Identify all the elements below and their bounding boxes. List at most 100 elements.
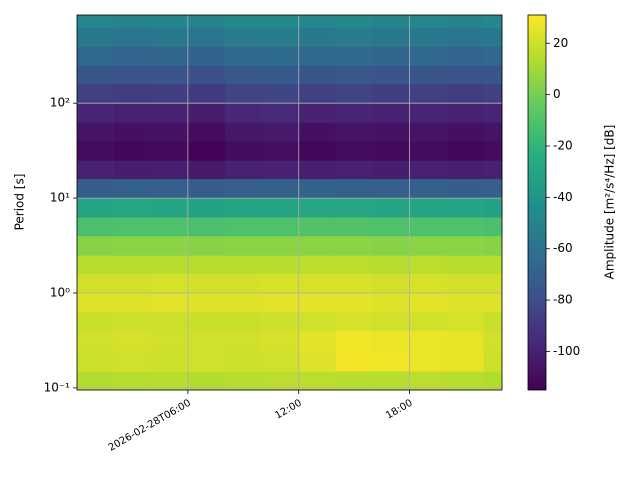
- heatmap-cell: [446, 122, 484, 142]
- heatmap-cell: [483, 292, 503, 313]
- heatmap-cell: [372, 160, 411, 180]
- heatmap-cell: [77, 217, 115, 237]
- x-tick-label: 12:00: [273, 398, 303, 422]
- heatmap-cell: [335, 160, 374, 180]
- heatmap-cell: [409, 235, 447, 256]
- heatmap-cell: [298, 330, 337, 351]
- heatmap-cell: [335, 330, 374, 351]
- heatmap-cell: [224, 15, 263, 28]
- heatmap-cell: [335, 103, 374, 123]
- heatmap-cell: [483, 255, 503, 275]
- heatmap-cell: [150, 217, 189, 237]
- heatmap-cell: [187, 160, 226, 180]
- heatmap-cell: [372, 292, 411, 313]
- heatmap-cell: [187, 83, 226, 104]
- heatmap-cell: [150, 27, 189, 47]
- heatmap-cell: [77, 235, 115, 256]
- heatmap-cell: [335, 312, 374, 332]
- heatmap-cell: [483, 140, 503, 161]
- heatmap-cell: [446, 292, 484, 313]
- heatmap-cell: [298, 46, 337, 66]
- heatmap-cell: [335, 15, 374, 28]
- heatmap-cell: [187, 178, 226, 199]
- heatmap-cell: [187, 122, 226, 142]
- heatmap-cell: [261, 273, 300, 294]
- heatmap-cell: [187, 15, 226, 28]
- heatmap-cell: [298, 235, 337, 256]
- heatmap-cell: [224, 122, 263, 142]
- heatmap-cell: [224, 350, 263, 372]
- heatmap-cell: [446, 312, 484, 332]
- heatmap-cell: [261, 292, 300, 313]
- heatmap-cell: [298, 27, 337, 47]
- heatmap-cell: [298, 178, 337, 199]
- heatmap-cell: [113, 198, 152, 218]
- heatmap-cell: [150, 371, 189, 391]
- heatmap-cell: [77, 15, 115, 28]
- heatmap-cell: [187, 330, 226, 351]
- heatmap-cell: [409, 27, 447, 47]
- heatmap-cell: [446, 46, 484, 66]
- heatmap-cell: [150, 350, 189, 372]
- heatmap-cell: [446, 27, 484, 47]
- heatmap-cell: [483, 312, 503, 332]
- heatmap-cell: [261, 122, 300, 142]
- heatmap-cell: [446, 255, 484, 275]
- x-tick-label: 18:00: [384, 398, 414, 422]
- heatmap-cell: [372, 103, 411, 123]
- heatmap-cell: [409, 371, 447, 391]
- heatmap-cell: [150, 312, 189, 332]
- heatmap-cell: [483, 178, 503, 199]
- heatmap-cell: [261, 255, 300, 275]
- heatmap-cell: [150, 15, 189, 28]
- heatmap-cell: [298, 273, 337, 294]
- heatmap-cell: [224, 198, 263, 218]
- heatmap-cell: [409, 15, 447, 28]
- heatmap-cell: [372, 122, 411, 142]
- heatmap-cell: [298, 198, 337, 218]
- heatmap-cell: [77, 350, 115, 372]
- heatmap-cell: [224, 65, 263, 85]
- heatmap-cell: [483, 217, 503, 237]
- heatmap-cell: [77, 103, 115, 123]
- colorbar: [527, 14, 547, 391]
- heatmap-cell: [187, 65, 226, 85]
- heatmap-cell: [335, 178, 374, 199]
- heatmap-cell: [150, 330, 189, 351]
- heatmap-cell: [409, 312, 447, 332]
- heatmap-cell: [298, 292, 337, 313]
- heatmap-cell: [261, 27, 300, 47]
- heatmap-cell: [409, 350, 447, 372]
- heatmap-cell: [77, 46, 115, 66]
- heatmap-cell: [372, 178, 411, 199]
- heatmap-cell: [224, 103, 263, 123]
- heatmap-cell: [298, 65, 337, 85]
- heatmap-cell: [298, 103, 337, 123]
- heatmap-cell: [113, 255, 152, 275]
- colorbar-tick-label: -20: [553, 138, 573, 152]
- heatmap-cell: [372, 140, 411, 161]
- heatmap-cell: [224, 235, 263, 256]
- heatmap-cell: [187, 255, 226, 275]
- heatmap-cell: [113, 292, 152, 313]
- heatmap-cell: [483, 371, 503, 391]
- heatmap-cell: [298, 217, 337, 237]
- heatmap-cell: [261, 217, 300, 237]
- heatmap-cell: [224, 292, 263, 313]
- y-tick-label: 10⁻¹: [44, 380, 71, 394]
- heatmap-cell: [409, 83, 447, 104]
- heatmap-cell: [224, 178, 263, 199]
- heatmap-cell: [483, 103, 503, 123]
- heatmap-cell: [446, 371, 484, 391]
- heatmap-cell: [77, 371, 115, 391]
- heatmap-cell: [261, 235, 300, 256]
- heatmap-cell: [483, 83, 503, 104]
- heatmap-cell: [77, 65, 115, 85]
- heatmap-cell: [150, 46, 189, 66]
- heatmap-cell: [224, 140, 263, 161]
- colorbar-tick-label: -100: [553, 344, 580, 358]
- heatmap-cell: [224, 217, 263, 237]
- heatmap-cell: [483, 198, 503, 218]
- heatmap-cell: [483, 27, 503, 47]
- heatmap-cell: [150, 83, 189, 104]
